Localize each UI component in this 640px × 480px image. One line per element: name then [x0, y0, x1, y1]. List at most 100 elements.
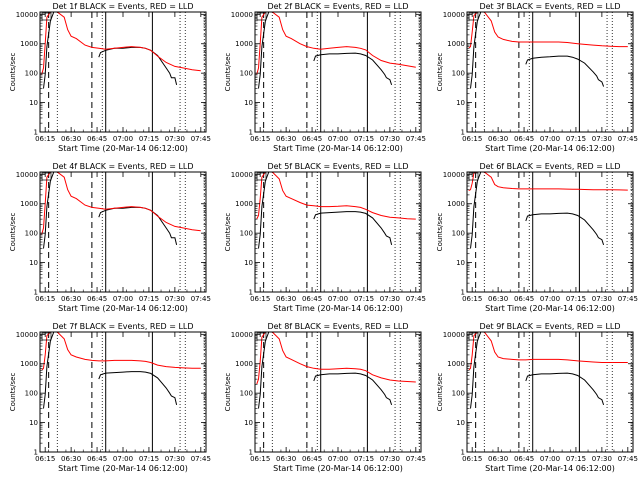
panel-title: Det 8f BLACK = Events, RED = LLD — [267, 322, 408, 331]
lld-series-line — [41, 172, 201, 235]
y-tick-label: 1 — [461, 129, 465, 137]
x-axis-label: Start Time (20-Mar-14 06:12:00) — [273, 144, 403, 153]
y-tick-label: 1 — [249, 129, 253, 137]
y-tick-label: 1000 — [235, 40, 253, 48]
lld-series-line — [41, 12, 201, 75]
legend-box — [41, 332, 52, 341]
y-tick-label: 10000 — [443, 171, 465, 179]
x-tick-label: 07:15 — [354, 135, 374, 143]
x-tick-label: 06:45 — [302, 295, 322, 303]
legend-box — [41, 172, 52, 181]
x-axis-label: Start Time (20-Mar-14 06:12:00) — [273, 464, 403, 473]
x-tick-label: 06:15 — [462, 295, 482, 303]
x-tick-label: 06:45 — [302, 135, 322, 143]
events-series-line — [43, 332, 59, 409]
x-tick-label: 07:15 — [566, 455, 586, 463]
x-axis-label: Start Time (20-Mar-14 06:12:00) — [485, 304, 615, 313]
detector-panel: Det 9f BLACK = Events, RED = LLD Counts/s… — [436, 322, 638, 473]
y-axis-label: Counts/sec — [224, 53, 232, 92]
events-series-line — [525, 55, 605, 87]
detector-panel: Det 2f BLACK = Events, RED = LLD Counts/s… — [224, 2, 426, 153]
x-tick-label: 06:45 — [514, 455, 534, 463]
lld-series-line — [256, 172, 416, 220]
y-tick-label: 1 — [461, 289, 465, 297]
plot-frame — [254, 11, 422, 133]
y-tick-label: 10000 — [231, 11, 253, 19]
plot-frame — [39, 11, 207, 133]
y-tick-label: 100 — [452, 390, 465, 398]
panel-title: Det 3f BLACK = Events, RED = LLD — [479, 2, 620, 11]
y-tick-label: 1 — [249, 289, 253, 297]
y-tick-label: 10000 — [16, 11, 38, 19]
x-tick-label: 07:45 — [406, 135, 426, 143]
x-tick-label: 07:30 — [380, 295, 400, 303]
y-tick-label: 10000 — [443, 331, 465, 339]
events-series-line — [258, 332, 274, 409]
x-tick-label: 07:45 — [618, 135, 638, 143]
legend-box — [468, 172, 479, 181]
lld-series-line — [468, 172, 628, 192]
y-tick-label: 100 — [240, 390, 253, 398]
detector-panel: Det 5f BLACK = Events, RED = LLD Counts/s… — [224, 162, 426, 313]
panel-title: Det 4f BLACK = Events, RED = LLD — [52, 162, 193, 171]
x-tick-label: 07:30 — [165, 135, 185, 143]
events-series-line — [313, 372, 393, 406]
panel-title: Det 1f BLACK = Events, RED = LLD — [52, 2, 193, 11]
x-tick-label: 07:45 — [191, 295, 211, 303]
x-tick-label: 06:15 — [35, 455, 55, 463]
x-tick-label: 06:45 — [302, 455, 322, 463]
y-tick-label: 1 — [34, 129, 38, 137]
events-series-line — [313, 52, 393, 86]
x-tick-label: 06:45 — [514, 135, 534, 143]
lld-series-line — [256, 332, 416, 385]
x-tick-label: 07:00 — [328, 135, 348, 143]
y-tick-label: 1000 — [235, 200, 253, 208]
x-tick-label: 06:30 — [276, 455, 296, 463]
y-tick-label: 1 — [34, 289, 38, 297]
plot-frame — [39, 171, 207, 293]
x-tick-label: 07:00 — [113, 295, 133, 303]
y-tick-label: 1 — [461, 449, 465, 457]
x-tick-label: 07:45 — [406, 455, 426, 463]
x-tick-label: 07:15 — [354, 455, 374, 463]
events-series-line — [98, 206, 178, 246]
x-tick-label: 07:30 — [165, 295, 185, 303]
x-tick-label: 06:15 — [250, 135, 270, 143]
lld-series-line — [468, 12, 628, 49]
y-tick-label: 1000 — [447, 200, 465, 208]
panel-title: Det 7f BLACK = Events, RED = LLD — [52, 322, 193, 331]
x-tick-label: 06:15 — [462, 455, 482, 463]
detector-panel: Det 1f BLACK = Events, RED = LLD Counts/s… — [9, 2, 211, 153]
x-tick-label: 07:00 — [328, 295, 348, 303]
legend-box — [41, 12, 52, 21]
y-tick-label: 10000 — [231, 331, 253, 339]
x-tick-label: 07:00 — [328, 455, 348, 463]
detector-panel: Det 4f BLACK = Events, RED = LLD Counts/s… — [9, 162, 211, 313]
x-tick-label: 06:30 — [61, 135, 81, 143]
legend-box — [256, 12, 267, 21]
x-tick-label: 06:30 — [488, 295, 508, 303]
y-axis-label: Counts/sec — [224, 213, 232, 252]
detector-panel: Det 8f BLACK = Events, RED = LLD Counts/s… — [224, 322, 426, 473]
y-tick-label: 10 — [456, 259, 465, 267]
panel-title: Det 6f BLACK = Events, RED = LLD — [479, 162, 620, 171]
y-tick-label: 10 — [29, 419, 38, 427]
events-series-line — [470, 12, 486, 89]
x-tick-label: 07:45 — [618, 295, 638, 303]
y-axis-label: Counts/sec — [436, 213, 444, 252]
plot-frame — [254, 331, 422, 453]
lld-series-line — [256, 12, 416, 75]
y-axis-label: Counts/sec — [436, 53, 444, 92]
plot-frame — [254, 171, 422, 293]
x-tick-label: 07:30 — [592, 455, 612, 463]
y-tick-label: 1000 — [20, 200, 38, 208]
y-tick-label: 10 — [244, 99, 253, 107]
x-tick-label: 07:30 — [592, 135, 612, 143]
x-tick-label: 06:45 — [87, 295, 107, 303]
events-series-line — [313, 211, 393, 246]
y-tick-label: 100 — [240, 230, 253, 238]
x-tick-label: 07:30 — [380, 455, 400, 463]
panel-title: Det 9f BLACK = Events, RED = LLD — [479, 322, 620, 331]
y-tick-label: 10 — [244, 419, 253, 427]
